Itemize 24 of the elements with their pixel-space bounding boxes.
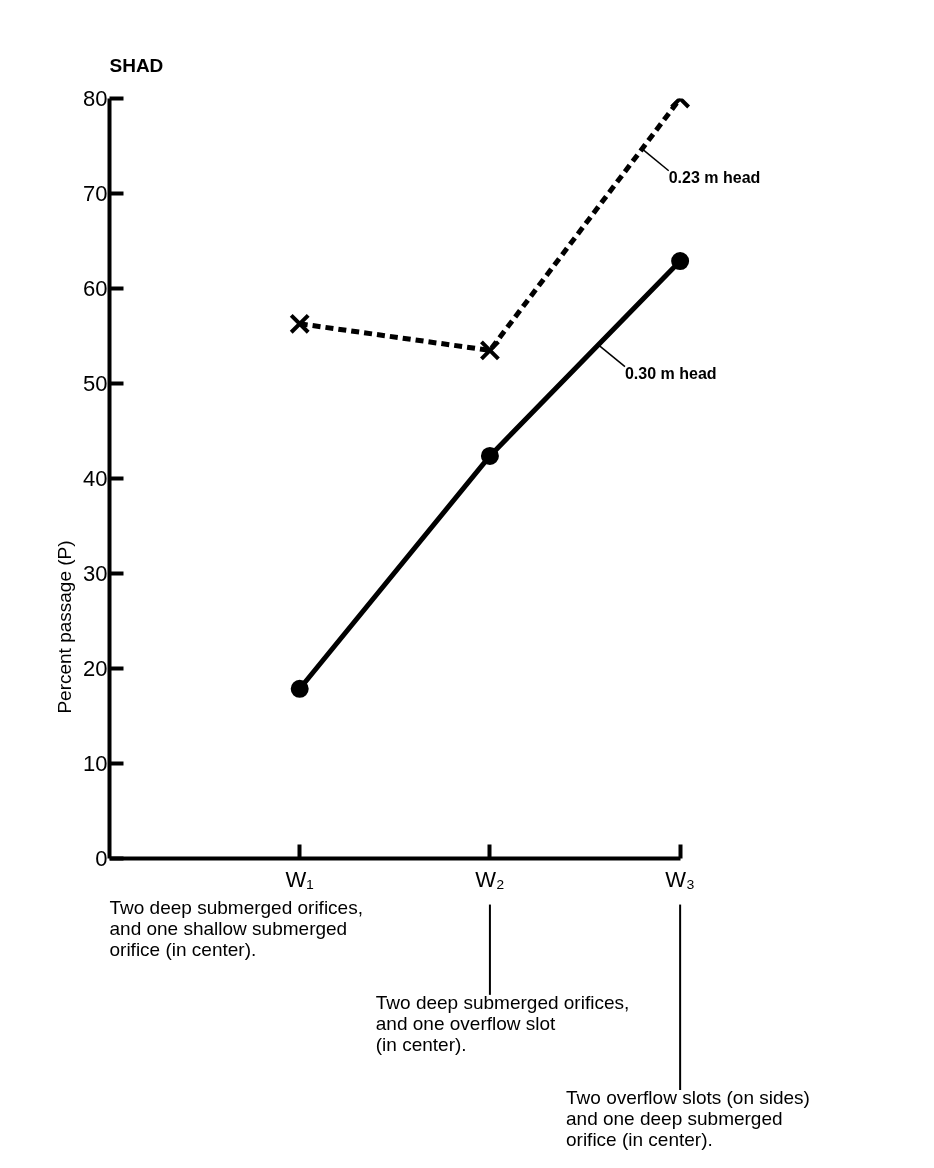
x-tick-label: W₂	[475, 866, 505, 892]
text: Two deep submerged orifices, and one overflow slot (in center).	[375, 992, 630, 1056]
text: Two deep submerged orifices, and one shallow submerged orifice (in center).	[109, 896, 363, 960]
point	[479, 339, 501, 361]
point	[671, 252, 690, 271]
y-tick-label: 30	[83, 561, 108, 587]
y-tick-label: 60	[83, 276, 108, 302]
text: Two overflow slots (on sides) and one deep submerged orifice (in center).	[566, 1087, 810, 1151]
y-tick-label: 80	[83, 86, 108, 111]
legend-label: 0.23 m head	[668, 168, 761, 186]
x-tick-label: W₃	[665, 866, 695, 892]
x-tick-label: W₁	[285, 866, 314, 892]
y-tick-label: 40	[83, 466, 108, 492]
y-tick-label: 70	[83, 181, 108, 207]
point	[290, 679, 309, 698]
y-tick-label: 50	[83, 371, 108, 397]
y-axis-title: Percent passage (P)	[54, 540, 76, 714]
point	[289, 313, 311, 335]
legend-label: 0.30 m head	[624, 364, 717, 382]
point	[480, 446, 499, 465]
y-tick-label: 20	[83, 656, 108, 682]
y-tick-label: 0	[95, 846, 108, 872]
y-tick-label: 10	[83, 751, 108, 777]
chart-title: SHAD	[109, 55, 164, 76]
